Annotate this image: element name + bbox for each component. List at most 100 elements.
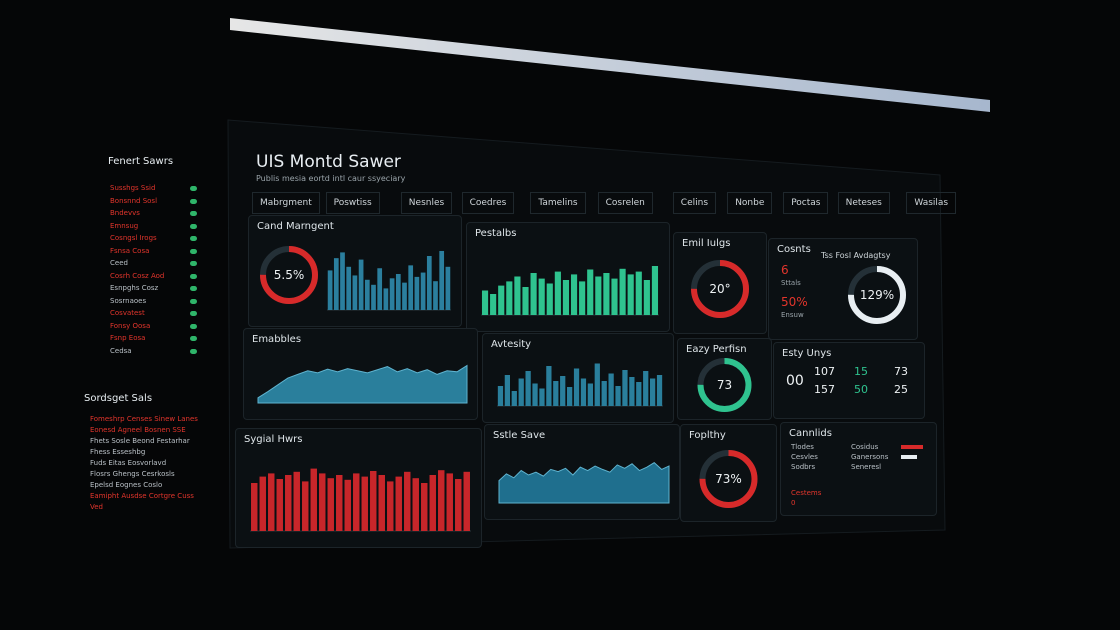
bar	[611, 278, 618, 315]
tab[interactable]: Mabrgment	[252, 192, 320, 214]
bar	[601, 381, 607, 406]
tab[interactable]: Nesnles	[400, 192, 453, 214]
bar	[594, 363, 600, 406]
bar	[573, 368, 580, 406]
area	[498, 462, 670, 504]
bar	[433, 281, 438, 310]
tab[interactable]: Tamelins	[530, 192, 586, 214]
stat: 6	[781, 263, 789, 277]
tab[interactable]: Neteses	[837, 192, 890, 214]
list-item: Sodbrs	[791, 463, 816, 471]
status-dot	[190, 248, 197, 254]
panel: Cand Marngent 5.5%	[248, 215, 462, 327]
stat: 73	[894, 365, 908, 378]
stat: 157	[814, 383, 835, 396]
tab[interactable]: Nonbe	[727, 192, 773, 214]
bar	[285, 475, 292, 531]
status-dot	[190, 298, 197, 304]
list-item: Cosidus	[851, 443, 879, 451]
status-dot	[190, 336, 197, 341]
panel-title: Avtesity	[491, 339, 532, 350]
bar	[627, 274, 634, 315]
list-item: Ganersons	[851, 453, 889, 461]
bar	[619, 268, 626, 315]
sidebar-item[interactable]: Cedsa	[110, 346, 132, 355]
bar	[402, 282, 407, 310]
tab[interactable]: Poctas	[783, 192, 829, 214]
panel-title: Cannlids	[789, 428, 832, 439]
bar	[276, 479, 283, 531]
bar	[546, 366, 552, 406]
bar	[426, 256, 432, 310]
bar	[656, 375, 663, 406]
status-dot	[190, 348, 197, 354]
sidebar-item[interactable]: Sosrnaoes	[110, 296, 147, 305]
bar	[361, 476, 368, 531]
panel-title: Emabbles	[252, 334, 302, 345]
section-item: Flosrs Ghengs Cesrkosls	[90, 470, 175, 478]
bar	[636, 382, 642, 406]
bar	[387, 481, 394, 531]
bar	[378, 475, 385, 531]
sidebar-item[interactable]: Esnpghs Cosz	[110, 284, 159, 292]
sidebar-item[interactable]: Fsnsa Cosa	[110, 246, 150, 255]
sidebar-item[interactable]: Ceed	[110, 259, 128, 267]
ring-arc	[697, 358, 752, 412]
stat: 25	[894, 383, 908, 396]
stat: 107	[814, 365, 835, 378]
sidebar-item[interactable]: Bonsnnd Sosl	[110, 196, 158, 205]
tab[interactable]: Wasilas	[906, 192, 957, 214]
sidebar-title: Fenert Sawrs	[108, 156, 174, 167]
status-dot	[190, 311, 197, 316]
stat: 50%	[781, 295, 808, 309]
sidebar-item[interactable]: Cosvatest	[110, 309, 145, 317]
bar	[268, 473, 275, 531]
panel: Cannlids Tlodes Cesvles Sodbrs Cosidus Ganers…	[780, 422, 937, 516]
sidebar-item[interactable]: Fonsy Oosa	[110, 321, 151, 330]
list-item: Cestems	[791, 489, 822, 497]
sidebar-item[interactable]: Bndevvs	[110, 209, 140, 217]
bar	[395, 274, 401, 310]
panel: Sstle Save	[484, 424, 680, 520]
panel-graphics	[901, 445, 923, 459]
section-item: Eonesd Agneel Bosnen SSE	[90, 426, 186, 434]
bar	[554, 271, 561, 315]
panel: Avtesity	[482, 333, 674, 423]
bar	[438, 470, 445, 531]
bar	[327, 478, 334, 531]
sidebar-item[interactable]: Emnsug	[110, 221, 139, 230]
section-item: Ved	[90, 503, 103, 511]
bar	[643, 280, 650, 315]
sidebar-item[interactable]: Fsnp Eosa	[110, 334, 146, 342]
bar	[522, 287, 529, 315]
panel-subtitle: Tss Fosl Avdagtsy	[821, 251, 891, 260]
bar	[525, 371, 531, 406]
tab[interactable]: Poswtiss	[325, 192, 380, 214]
bar	[532, 383, 538, 406]
bar	[421, 483, 428, 531]
tab[interactable]: Cosrelen	[597, 192, 653, 214]
panel-graphics	[498, 462, 670, 504]
tab[interactable]: Coedres	[461, 192, 515, 214]
sidebar-item[interactable]: Susshgs Ssid	[110, 184, 156, 192]
panel: Cosnts 129% Tss Fosl Avdagtsy 6 Sttals 50% Ens…	[768, 238, 918, 340]
bar	[251, 483, 258, 531]
section-item: Fuds Eitas Eosvorlavd	[90, 459, 167, 467]
panel: Eazy Perfisn 73	[677, 338, 772, 420]
bar	[408, 265, 414, 310]
bar	[336, 475, 343, 531]
sidebar-item[interactable]: Cosrh Cosz Aod	[110, 271, 165, 280]
bar	[389, 278, 395, 310]
section-item: Fhess Esseshbg	[90, 448, 146, 456]
stat: Sttals	[781, 279, 801, 287]
tab[interactable]: Celins	[672, 192, 717, 214]
bar	[530, 273, 537, 315]
stat: 15	[854, 365, 868, 378]
sidebar-item[interactable]: Cosngsl Irogs	[110, 234, 157, 242]
bar	[603, 273, 610, 315]
bar	[498, 285, 505, 315]
panel: Pestalbs	[466, 222, 670, 332]
bar	[414, 276, 420, 310]
bar	[504, 375, 511, 406]
tab-bar: Mabrgment Poswtiss Nesnles Coedres Tamelins C…	[252, 192, 957, 214]
